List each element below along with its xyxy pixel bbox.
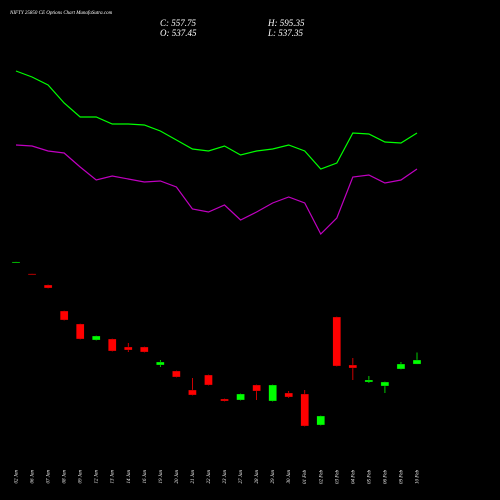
candle-body — [108, 338, 117, 352]
x-tick-label: 27 Jan — [239, 470, 244, 484]
candle-body — [268, 384, 277, 402]
candle-body — [92, 335, 101, 341]
candle-body — [412, 359, 422, 365]
candle-body — [204, 374, 213, 386]
x-tick-label: 06 Jan — [31, 470, 36, 484]
indicator-line — [15, 144, 418, 236]
candle-body — [43, 284, 53, 289]
candle-body — [172, 370, 181, 378]
x-tick-label: 16 Jan — [143, 470, 148, 484]
x-tick-label: 04 Feb — [351, 470, 356, 485]
candle-body — [252, 384, 261, 392]
candle-body — [124, 346, 133, 351]
x-tick-label: 02 Feb — [319, 470, 324, 485]
open-label: O: 537.45 — [160, 28, 197, 38]
candle-body — [364, 379, 374, 383]
candle-body — [76, 323, 85, 340]
x-tick-label: 20 Jan — [175, 470, 180, 484]
x-tick-label: 05 Feb — [367, 470, 372, 485]
candle-body — [11, 261, 21, 264]
candle-body — [156, 361, 165, 366]
x-tick-label: 19 Jan — [159, 470, 164, 484]
x-tick-label: 22 Jan — [207, 470, 212, 484]
x-tick-label: 12 Jan — [95, 470, 100, 484]
indicator-line — [15, 70, 418, 170]
x-tick-label: 30 Jan — [287, 470, 292, 484]
x-tick-label: 09 Jan — [79, 470, 84, 484]
candle-body — [188, 389, 197, 396]
high-label: H: 595.35 — [267, 18, 305, 28]
x-tick-label: 06 Feb — [383, 470, 388, 485]
candle-body — [236, 393, 245, 401]
x-tick-label: 03 Feb — [335, 470, 340, 485]
x-tick-label: 13 Jan — [111, 470, 116, 484]
x-tick-label: 14 Jan — [127, 470, 132, 484]
candle-body — [284, 392, 293, 398]
candle-body — [300, 393, 309, 427]
close-label: C: 557.75 — [160, 18, 197, 28]
x-tick-label: 09 Feb — [399, 470, 404, 485]
chart-title: NIFTY 25850 CE Options Chart MunafaSutra… — [9, 11, 113, 16]
candle-body — [27, 273, 37, 275]
candle-body — [348, 364, 357, 369]
x-tick-label: 02 Jan — [15, 470, 20, 484]
x-tick-label: 29 Jan — [271, 470, 276, 484]
x-tick-label: 21 Jan — [191, 470, 196, 484]
candle-body — [220, 398, 229, 402]
x-tick-label: 07 Jan — [47, 470, 52, 484]
x-tick-label: 08 Jan — [63, 470, 68, 484]
candle-body — [316, 415, 325, 426]
low-label: L: 537.35 — [267, 28, 304, 38]
x-tick-label: 01 Feb — [303, 470, 308, 485]
candle-body — [380, 381, 390, 387]
candle-body — [140, 346, 149, 353]
candle-body — [396, 363, 406, 370]
candle-body — [59, 310, 69, 321]
x-tick-label: 23 Jan — [223, 470, 228, 484]
candle-body — [332, 316, 341, 367]
x-tick-label: 10 Feb — [416, 470, 421, 485]
x-tick-label: 28 Jan — [255, 470, 260, 484]
